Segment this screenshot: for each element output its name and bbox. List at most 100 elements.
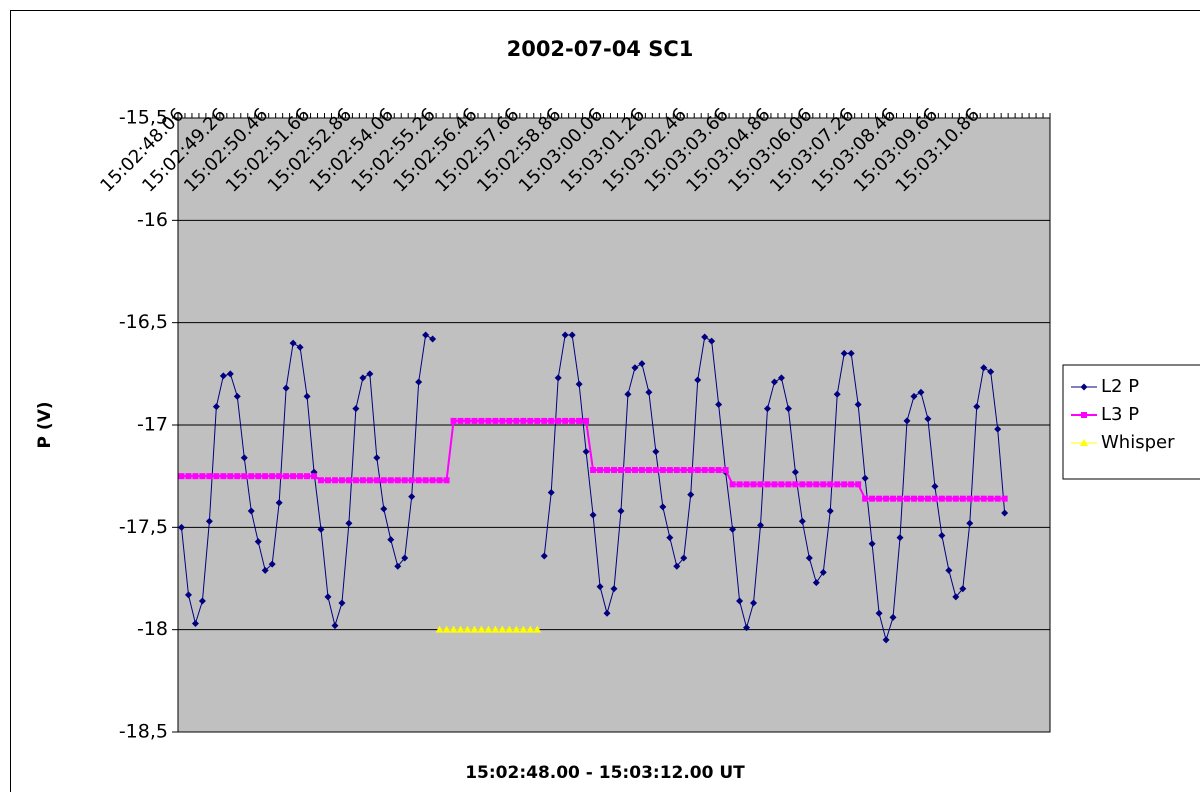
- point: [959, 495, 966, 502]
- point: [282, 384, 290, 392]
- x-axis-label: 15:02:48.00 - 15:03:12.00 UT: [465, 763, 745, 783]
- point: [903, 417, 911, 425]
- point: [262, 473, 269, 480]
- point: [826, 507, 834, 515]
- point: [973, 495, 980, 502]
- point: [806, 481, 813, 488]
- point: [883, 495, 890, 502]
- point: [841, 481, 848, 488]
- point: [889, 613, 897, 621]
- point: [903, 495, 910, 502]
- point: [519, 625, 528, 633]
- point: [876, 495, 883, 502]
- point: [868, 540, 876, 548]
- point: [812, 579, 820, 587]
- point: [449, 625, 458, 633]
- point: [799, 481, 806, 488]
- point: [597, 467, 604, 474]
- point: [394, 562, 402, 570]
- legend-label: L2 P: [1101, 376, 1139, 397]
- point: [380, 505, 388, 513]
- point: [373, 454, 381, 462]
- plot-border: [177, 117, 1051, 733]
- point: [289, 339, 297, 347]
- point: [659, 503, 667, 511]
- point: [945, 566, 953, 574]
- point: [484, 625, 493, 633]
- point: [869, 495, 876, 502]
- point: [792, 481, 799, 488]
- point: [897, 495, 904, 502]
- point: [533, 625, 542, 633]
- legend-box: [1062, 364, 1200, 480]
- point: [805, 554, 813, 562]
- point: [603, 609, 611, 617]
- point: [819, 568, 827, 576]
- point: [485, 417, 492, 424]
- point: [966, 519, 974, 527]
- point: [715, 467, 722, 474]
- point: [269, 473, 276, 480]
- point: [442, 625, 451, 633]
- point: [338, 477, 345, 484]
- point: [952, 495, 959, 502]
- point: [994, 425, 1002, 433]
- point: [931, 482, 939, 490]
- point: [722, 467, 729, 474]
- point: [290, 473, 297, 480]
- point: [492, 417, 499, 424]
- point: [429, 477, 436, 484]
- point: [777, 374, 785, 382]
- point: [966, 495, 973, 502]
- point: [785, 481, 792, 488]
- point: [673, 467, 680, 474]
- point: [283, 473, 290, 480]
- point: [729, 481, 736, 488]
- point: [617, 507, 625, 515]
- point: [331, 477, 338, 484]
- point: [645, 467, 652, 474]
- point: [638, 360, 646, 368]
- point: [233, 392, 241, 400]
- point: [624, 467, 631, 474]
- point: [429, 335, 437, 343]
- point: [359, 477, 366, 484]
- point: [512, 625, 521, 633]
- point: [771, 481, 778, 488]
- point: [617, 467, 624, 474]
- point: [345, 519, 353, 527]
- point: [952, 593, 960, 601]
- point: [750, 481, 757, 488]
- point: [548, 417, 555, 424]
- point: [652, 448, 660, 456]
- point: [820, 481, 827, 488]
- point: [303, 392, 311, 400]
- point: [352, 405, 360, 413]
- point: [576, 417, 583, 424]
- point: [555, 417, 562, 424]
- point: [583, 417, 590, 424]
- point: [910, 495, 917, 502]
- point: [415, 477, 422, 484]
- point: [422, 477, 429, 484]
- point: [422, 331, 430, 339]
- point: [450, 417, 457, 424]
- point: [220, 473, 227, 480]
- y-tick-label: -16: [137, 209, 168, 231]
- point: [938, 495, 945, 502]
- point: [499, 417, 506, 424]
- point: [205, 517, 213, 525]
- point: [324, 593, 332, 601]
- chart-title: 2002-07-04 SC1: [507, 37, 694, 61]
- point: [687, 491, 695, 499]
- point: [917, 495, 924, 502]
- point: [317, 525, 325, 533]
- point: [401, 477, 408, 484]
- point: [255, 473, 262, 480]
- point: [784, 405, 792, 413]
- point: [506, 417, 513, 424]
- point: [701, 333, 709, 341]
- y-tick-label: -18: [137, 618, 168, 640]
- point: [987, 495, 994, 502]
